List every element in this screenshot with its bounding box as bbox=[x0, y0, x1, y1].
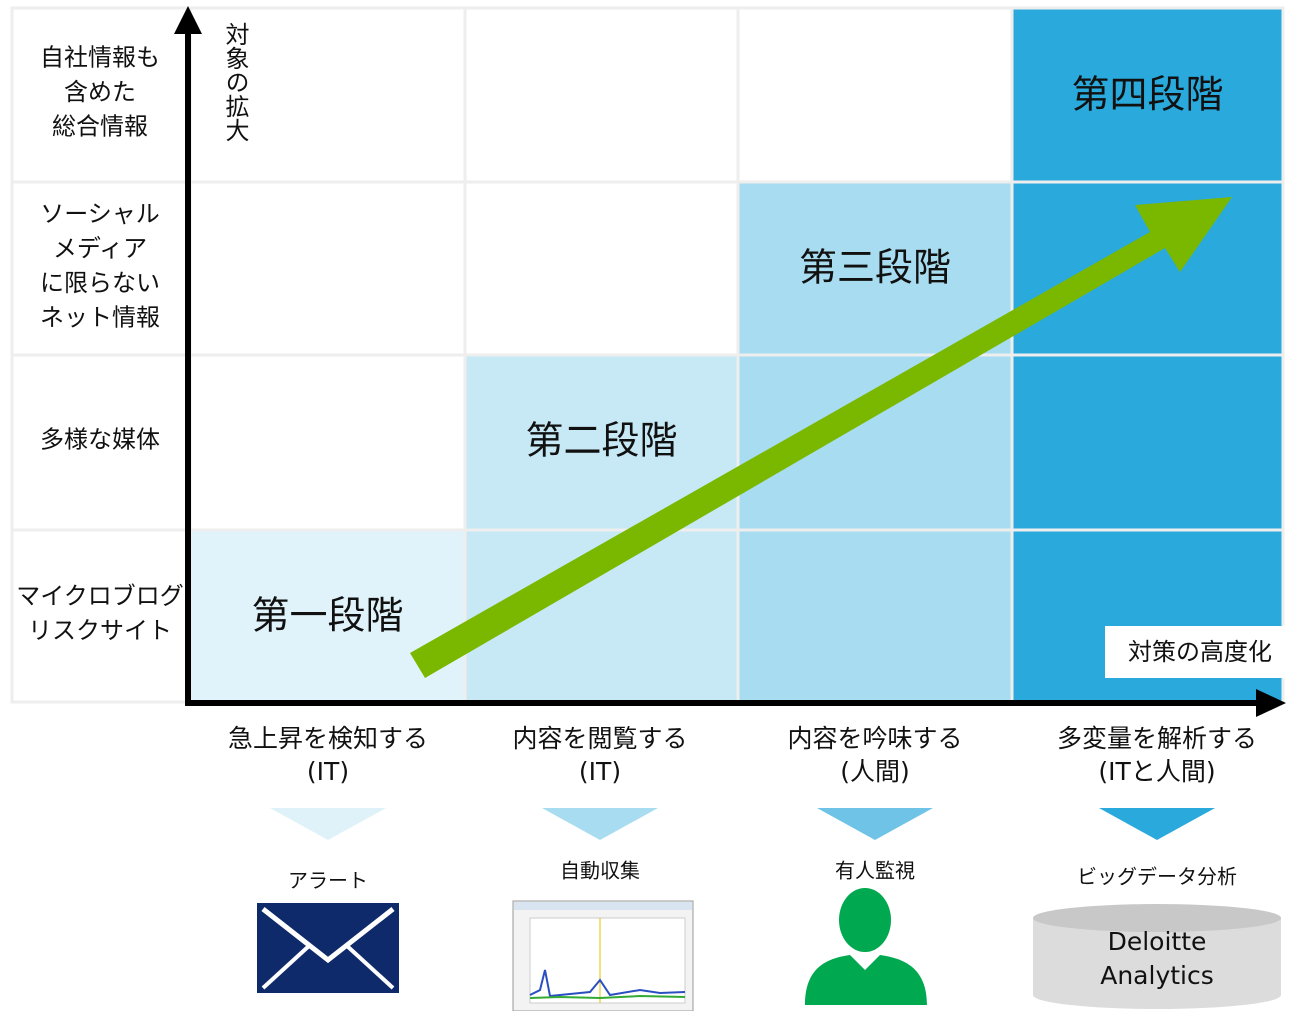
grid-cell bbox=[738, 530, 1012, 702]
column-label: (ITと人間) bbox=[1098, 757, 1215, 786]
grid-cell bbox=[190, 355, 465, 530]
column-label: 内容を閲覧する bbox=[512, 724, 687, 753]
row-label: に限らない bbox=[40, 269, 160, 297]
grid-cell bbox=[738, 355, 1012, 530]
person-icon bbox=[805, 888, 927, 1005]
row-label: メディア bbox=[53, 234, 147, 262]
tool-label: 自動収集 bbox=[560, 859, 640, 883]
tool-label: 有人監視 bbox=[835, 859, 915, 883]
step-triangle bbox=[817, 808, 933, 840]
row-label: 自社情報も bbox=[40, 44, 160, 72]
envelope-icon bbox=[257, 903, 399, 993]
column-label: 多変量を解析する bbox=[1057, 724, 1257, 753]
database-label: Analytics bbox=[1100, 961, 1214, 990]
row-label: 多様な媒体 bbox=[40, 426, 160, 454]
row-label: ソーシャル bbox=[40, 200, 160, 228]
grid-cell bbox=[738, 8, 1012, 182]
tool-label: アラート bbox=[288, 869, 368, 893]
row-label: マイクロブログ bbox=[16, 582, 184, 610]
column-label: 内容を吟味する bbox=[787, 724, 962, 753]
grid-cell bbox=[1012, 355, 1283, 530]
row-label: 含めた bbox=[64, 78, 136, 106]
grid-cell bbox=[465, 182, 738, 355]
step-triangle bbox=[542, 808, 658, 840]
row-label: ネット情報 bbox=[40, 303, 160, 331]
database-label: Deloitte bbox=[1108, 927, 1207, 956]
y-axis-label: 対象の拡大 bbox=[221, 22, 249, 142]
stage-label: 第四段階 bbox=[1071, 73, 1223, 117]
grid-cell bbox=[190, 182, 465, 355]
stage-label: 第二段階 bbox=[525, 419, 677, 463]
stage-label: 第一段階 bbox=[251, 594, 403, 638]
column-label: (IT) bbox=[307, 757, 349, 786]
step-triangle bbox=[1099, 808, 1215, 840]
row-label: 総合情報 bbox=[52, 113, 148, 141]
column-label: (IT) bbox=[579, 757, 621, 786]
column-label: 急上昇を検知する bbox=[228, 724, 428, 753]
grid-cell bbox=[465, 8, 738, 182]
stage-label: 第三段階 bbox=[799, 246, 951, 290]
row-label: リスクサイト bbox=[28, 616, 172, 644]
column-label: (人間) bbox=[840, 757, 910, 786]
step-triangle bbox=[270, 808, 386, 840]
tool-label: ビッグデータ分析 bbox=[1077, 865, 1237, 889]
database-icon bbox=[1033, 904, 1281, 1009]
x-axis-label: 対策の高度化 bbox=[1128, 638, 1272, 666]
diagram: 対象の拡大 対策の高度化 第一段階 第二段階 第三段階 第四段階 自社情報も含めた総合情… bbox=[0, 0, 1292, 1011]
monitoring-screenshot bbox=[513, 901, 693, 1011]
